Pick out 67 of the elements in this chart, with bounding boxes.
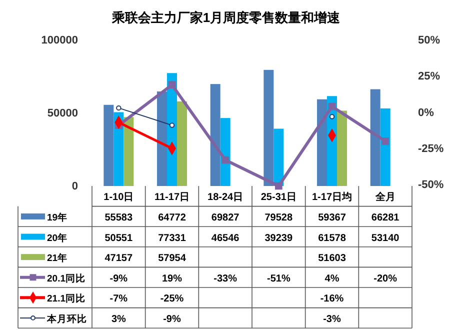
point — [329, 114, 335, 120]
bar — [370, 89, 380, 186]
bar — [104, 104, 114, 186]
point — [222, 156, 229, 164]
bar — [337, 110, 347, 186]
data-label: -3% — [323, 314, 341, 325]
bar — [380, 108, 390, 186]
y-tick-label: 0 — [72, 180, 78, 193]
bar — [177, 101, 187, 186]
bar — [317, 99, 327, 186]
point — [382, 138, 389, 145]
data-label: -16% — [320, 294, 344, 305]
data-label: 47157 — [104, 253, 134, 264]
y-tick-label: 50000 — [47, 108, 78, 120]
bar — [274, 128, 284, 186]
bar — [264, 70, 274, 186]
data-label: 66281 — [371, 212, 400, 224]
point — [169, 122, 175, 128]
data-label: -9% — [163, 314, 181, 325]
bar — [157, 91, 167, 186]
data-label: -33% — [214, 273, 238, 284]
data-label: 4% — [324, 273, 340, 284]
data-label: 19% — [162, 273, 182, 284]
data-label: 51603 — [318, 253, 346, 264]
point — [328, 102, 336, 110]
chart-title: 乘联会主力厂家1月周度零售数量和增速 — [110, 10, 342, 25]
x-tick-label: 18-24日 — [208, 192, 244, 204]
y2-tick-label: 25% — [418, 70, 440, 83]
point — [168, 81, 176, 88]
data-label: -7% — [110, 294, 128, 305]
data-label: 77331 — [158, 232, 186, 244]
data-label: 53140 — [371, 232, 400, 244]
legend-label: 本月环比 — [46, 312, 87, 325]
legend-label: 20年 — [47, 232, 68, 244]
x-tick-label: 25-31日 — [260, 192, 296, 204]
point — [116, 105, 122, 111]
x-tick-label: 全月 — [374, 191, 396, 204]
legend-label: 21.1同比 — [47, 292, 86, 305]
legend-label: 21年 — [47, 252, 68, 264]
bar — [210, 84, 220, 186]
data-label: 39239 — [264, 232, 294, 244]
data-label: 64772 — [158, 212, 186, 224]
bar — [124, 117, 134, 186]
y2-tick-label: 50% — [418, 34, 440, 47]
data-label: -9% — [110, 273, 128, 284]
data-label: 69827 — [211, 212, 240, 224]
legend-label: 20.1同比 — [47, 272, 86, 284]
y-tick-label: 100000 — [41, 34, 78, 47]
data-label: 57954 — [158, 253, 186, 264]
y2-tick-label: -50% — [418, 179, 444, 192]
data-label: 59367 — [318, 212, 346, 224]
x-tick-label: 1-17日均 — [312, 191, 352, 204]
data-label: 46546 — [211, 232, 240, 244]
data-label: 55583 — [104, 212, 134, 224]
legend-label: 19年 — [47, 211, 68, 224]
data-label: -20% — [374, 273, 398, 284]
x-tick-label: 1-10日 — [104, 192, 134, 204]
x-tick-label: 11-17日 — [154, 192, 190, 204]
data-label: -25% — [160, 294, 184, 305]
point — [275, 182, 282, 190]
data-label: 61578 — [318, 232, 346, 244]
data-label: 50551 — [104, 232, 134, 244]
data-label: -51% — [266, 273, 290, 284]
data-label: 3% — [111, 314, 126, 325]
y2-tick-label: -25% — [418, 142, 444, 155]
y2-tick-label: 0% — [418, 106, 434, 119]
data-label: 79528 — [264, 212, 294, 224]
